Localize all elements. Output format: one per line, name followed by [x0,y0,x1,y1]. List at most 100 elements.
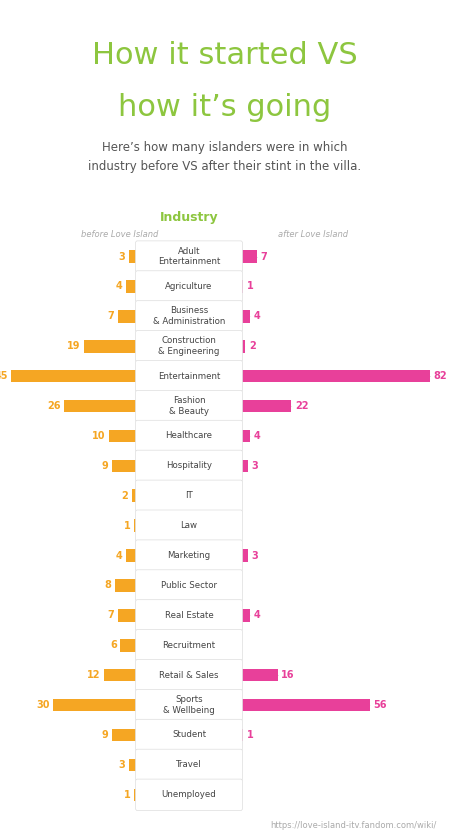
FancyBboxPatch shape [135,510,243,541]
Text: Agriculture: Agriculture [165,282,213,291]
FancyBboxPatch shape [135,301,243,332]
Text: Law: Law [180,521,198,530]
FancyBboxPatch shape [135,450,243,482]
FancyBboxPatch shape [241,459,248,472]
Text: Here’s how many islanders were in which
industry before VS after their stint in : Here’s how many islanders were in which … [89,141,361,173]
Text: 82: 82 [433,371,447,381]
Text: 3: 3 [118,760,125,770]
Text: Industry: Industry [160,211,218,224]
FancyBboxPatch shape [241,340,245,353]
FancyBboxPatch shape [241,549,248,561]
Text: Travel: Travel [176,760,202,769]
Text: 4: 4 [116,551,122,561]
FancyBboxPatch shape [135,330,243,362]
FancyBboxPatch shape [241,251,257,263]
Text: 4: 4 [253,312,260,321]
FancyBboxPatch shape [64,400,137,412]
Text: 10: 10 [92,431,106,441]
Text: 3: 3 [251,461,258,471]
Text: 1: 1 [247,282,253,292]
FancyBboxPatch shape [115,579,137,592]
FancyBboxPatch shape [135,391,243,422]
FancyBboxPatch shape [241,370,430,382]
Text: 1: 1 [124,789,131,799]
Text: 6: 6 [110,640,117,650]
FancyBboxPatch shape [241,310,250,323]
FancyBboxPatch shape [135,360,243,392]
Text: Unemployed: Unemployed [162,790,216,799]
FancyBboxPatch shape [135,629,243,661]
Text: 4: 4 [253,610,260,620]
Text: 19: 19 [67,341,81,351]
FancyBboxPatch shape [53,699,137,711]
Text: How it started VS: How it started VS [92,41,358,70]
Text: 30: 30 [36,700,50,710]
FancyBboxPatch shape [241,609,250,622]
FancyBboxPatch shape [121,639,137,652]
FancyBboxPatch shape [241,430,250,442]
FancyBboxPatch shape [135,520,137,532]
Text: 3: 3 [251,551,258,561]
FancyBboxPatch shape [117,310,137,323]
Text: how it’s going: how it’s going [118,93,332,122]
Text: Sports
& Wellbeing: Sports & Wellbeing [163,696,215,715]
FancyBboxPatch shape [104,669,137,681]
FancyBboxPatch shape [129,758,137,771]
Text: 9: 9 [102,461,108,471]
Text: 16: 16 [281,670,295,680]
FancyBboxPatch shape [135,789,137,801]
Text: Recruitment: Recruitment [162,641,216,649]
Text: 7: 7 [107,312,114,321]
Text: 3: 3 [118,251,125,261]
FancyBboxPatch shape [135,719,243,751]
FancyBboxPatch shape [135,540,243,572]
FancyBboxPatch shape [135,779,243,810]
Text: 2: 2 [249,341,256,351]
Text: Fashion
& Beauty: Fashion & Beauty [169,396,209,416]
Text: 1: 1 [124,520,131,530]
Text: Student: Student [172,731,206,739]
Text: https://love-island-itv.fandom.com/wiki/: https://love-island-itv.fandom.com/wiki/ [270,821,436,830]
Text: 12: 12 [86,670,100,680]
FancyBboxPatch shape [126,280,137,292]
Text: 8: 8 [104,581,111,591]
FancyBboxPatch shape [135,271,243,303]
Text: 1: 1 [247,730,253,740]
FancyBboxPatch shape [135,600,243,631]
FancyBboxPatch shape [135,241,243,272]
FancyBboxPatch shape [112,459,137,472]
FancyBboxPatch shape [112,729,137,742]
FancyBboxPatch shape [241,729,243,742]
FancyBboxPatch shape [84,340,137,353]
FancyBboxPatch shape [135,690,243,721]
Text: after Love Island: after Love Island [278,230,348,239]
Text: 7: 7 [261,251,267,261]
Text: 9: 9 [102,730,108,740]
FancyBboxPatch shape [135,480,243,511]
Text: Marketing: Marketing [167,551,211,560]
Text: 22: 22 [295,401,309,411]
Text: IT: IT [185,491,193,500]
FancyBboxPatch shape [132,489,137,502]
Text: Real Estate: Real Estate [165,611,213,620]
FancyBboxPatch shape [126,549,137,561]
FancyBboxPatch shape [117,609,137,622]
Text: before Love Island: before Love Island [81,230,158,239]
Text: 56: 56 [374,700,387,710]
Text: 4: 4 [253,431,260,441]
Text: 7: 7 [107,610,114,620]
Text: Retail & Sales: Retail & Sales [159,670,219,680]
Text: Entertainment: Entertainment [158,372,220,380]
FancyBboxPatch shape [241,699,370,711]
FancyBboxPatch shape [109,430,137,442]
Text: Public Sector: Public Sector [161,581,217,590]
Text: 45: 45 [0,371,8,381]
FancyBboxPatch shape [135,570,243,601]
Text: Construction
& Engineering: Construction & Engineering [158,336,220,356]
FancyBboxPatch shape [11,370,137,382]
Text: Hospitality: Hospitality [166,462,212,470]
FancyBboxPatch shape [135,660,243,691]
Text: 2: 2 [122,491,128,501]
Text: Business
& Administration: Business & Administration [153,307,225,326]
FancyBboxPatch shape [241,400,292,412]
